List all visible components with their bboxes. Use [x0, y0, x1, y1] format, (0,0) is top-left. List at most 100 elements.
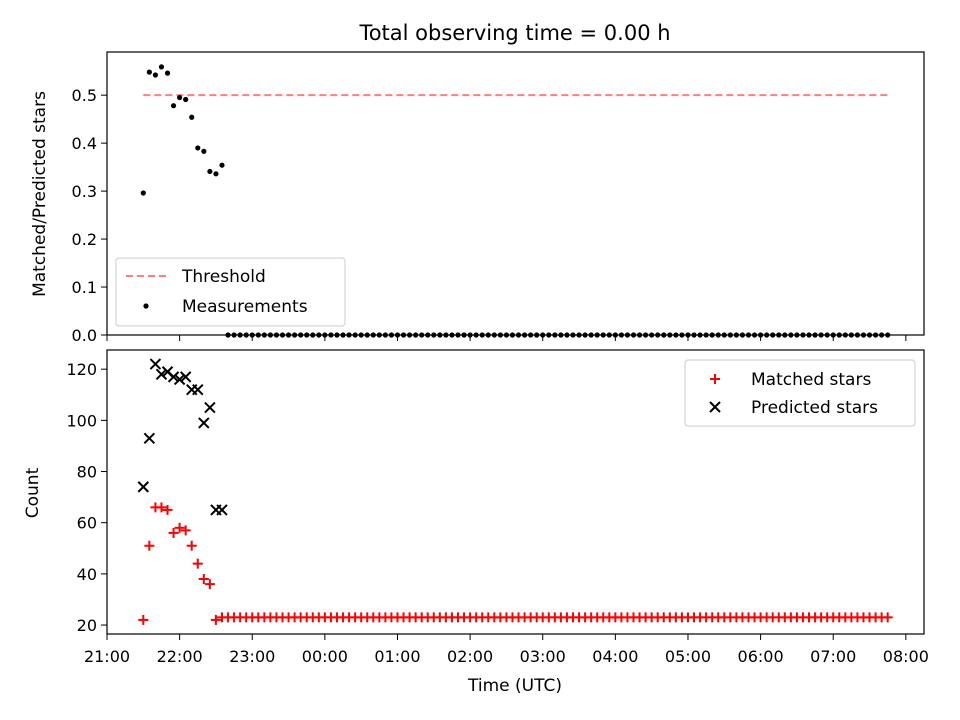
data-point	[564, 332, 570, 338]
data-point	[643, 332, 649, 338]
data-point	[370, 332, 376, 338]
data-point	[721, 332, 727, 338]
data-point	[667, 332, 673, 338]
data-point	[298, 332, 304, 338]
data-point	[173, 373, 186, 386]
data-point	[292, 332, 298, 338]
data-point	[806, 332, 812, 338]
data-point	[162, 504, 173, 515]
legend-box	[684, 359, 916, 427]
data-point	[824, 332, 830, 338]
data-point	[770, 332, 776, 338]
data-point	[419, 332, 425, 338]
x-tick-label: 22:00	[157, 647, 203, 666]
data-point	[204, 579, 215, 590]
data-point	[703, 332, 709, 338]
data-point	[812, 332, 818, 338]
data-point	[249, 332, 255, 338]
data-point	[776, 332, 782, 338]
data-point	[461, 332, 467, 338]
data-point	[521, 332, 528, 338]
data-point	[534, 332, 540, 338]
data-point	[164, 70, 171, 76]
x-tick-label: 06:00	[738, 647, 784, 666]
data-point	[758, 332, 764, 338]
data-point	[156, 502, 167, 513]
data-point	[618, 332, 625, 338]
data-point	[630, 332, 637, 338]
data-point	[149, 358, 162, 370]
data-point	[346, 332, 352, 338]
data-point	[376, 332, 382, 338]
data-point	[800, 332, 806, 338]
data-point	[528, 332, 534, 338]
data-point	[691, 332, 697, 338]
data-point	[854, 332, 861, 338]
data-point	[588, 332, 594, 338]
data-point	[842, 332, 848, 338]
data-point	[180, 525, 191, 536]
data-point	[830, 332, 836, 338]
data-point	[431, 332, 437, 338]
data-point	[443, 332, 449, 338]
data-point	[168, 527, 179, 538]
data-point	[594, 332, 600, 338]
data-point	[198, 573, 209, 584]
data-point	[243, 332, 249, 338]
y-tick-label: 0.2	[72, 230, 97, 249]
data-point	[782, 332, 788, 338]
data-point	[334, 332, 340, 338]
data-point	[267, 332, 273, 338]
data-point	[709, 401, 721, 413]
data-point	[388, 332, 395, 338]
data-point	[406, 332, 413, 338]
data-point	[455, 332, 461, 338]
data-point	[273, 332, 280, 338]
data-point	[140, 190, 146, 196]
data-point	[231, 332, 237, 338]
data-point	[649, 332, 655, 338]
data-point	[225, 332, 231, 338]
y-tick-label: 100	[66, 411, 97, 430]
y-tick-label: 120	[66, 360, 97, 379]
y-tick-label: 20	[77, 616, 97, 635]
data-point	[352, 332, 358, 338]
data-point	[304, 332, 310, 338]
y-tick-label: 0.3	[72, 182, 97, 201]
data-point	[697, 332, 703, 338]
data-point	[261, 332, 267, 338]
data-point	[673, 332, 679, 338]
data-point	[158, 64, 165, 70]
data-point	[413, 332, 419, 338]
data-point	[144, 540, 155, 551]
x-tick-label: 07:00	[810, 647, 856, 666]
plot-frame	[106, 349, 925, 635]
data-point	[745, 332, 752, 338]
data-point	[316, 332, 322, 338]
data-point	[503, 332, 510, 338]
data-point	[167, 371, 180, 383]
data-point	[709, 332, 715, 338]
data-point	[198, 417, 210, 429]
data-point	[201, 148, 207, 154]
data-point	[860, 332, 867, 338]
data-point	[600, 332, 606, 338]
x-tick-label: 08:00	[883, 647, 929, 666]
top-y-axis-label: Matched/Predicted stars	[30, 91, 50, 297]
data-point	[285, 332, 292, 338]
y-tick-label: 0.1	[72, 278, 97, 297]
data-point	[174, 522, 185, 533]
legend: Matched stars Predicted stars	[684, 359, 916, 427]
y-tick-label: 0.0	[72, 326, 97, 345]
data-point	[546, 332, 552, 338]
x-tick-label: 23:00	[229, 647, 275, 666]
legend-box	[115, 257, 346, 327]
data-point	[606, 332, 612, 338]
x-tick-label: 02:00	[447, 647, 493, 666]
data-point	[364, 332, 370, 338]
data-point	[358, 332, 364, 338]
data-point	[186, 540, 197, 551]
data-point	[612, 332, 618, 338]
data-point	[479, 332, 485, 338]
